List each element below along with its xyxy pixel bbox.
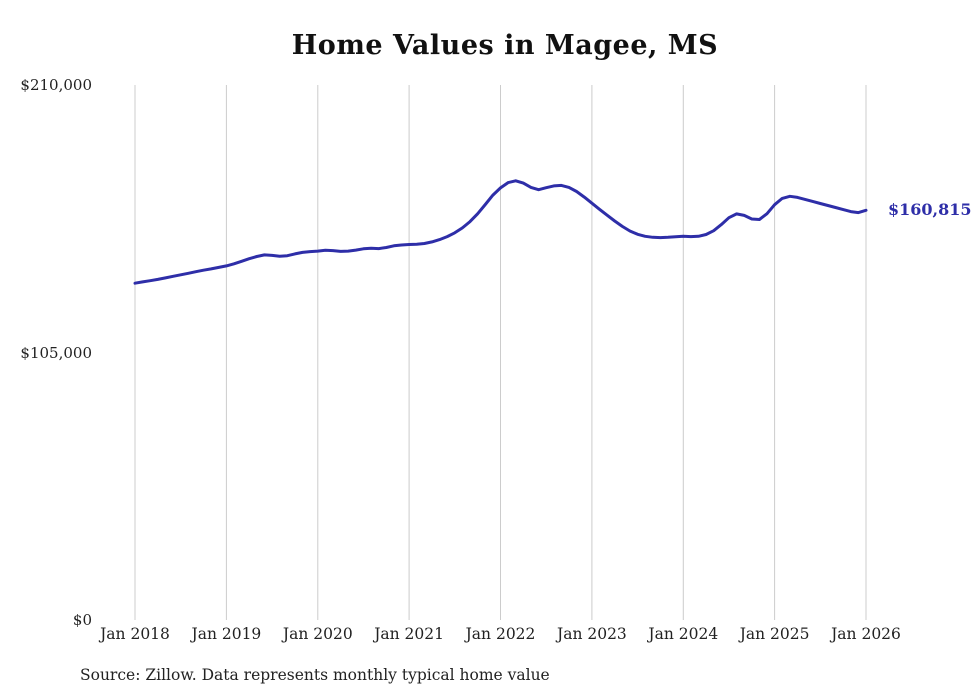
home-value-line — [133, 179, 868, 285]
x-axis-tick-label: Jan 2019 — [191, 625, 262, 643]
x-axis-tick-label: Jan 2024 — [648, 625, 719, 643]
source-note: Source: Zillow. Data represents monthly … — [80, 666, 550, 684]
x-axis-tick-label: Jan 2025 — [739, 625, 810, 643]
x-axis-tick-label: Jan 2023 — [556, 625, 627, 643]
x-axis-tick-label: Jan 2020 — [282, 625, 353, 643]
x-axis-tick-label: Jan 2021 — [374, 625, 444, 643]
y-axis-tick-label: $0 — [72, 611, 92, 629]
y-axis-tick-label: $210,000 — [20, 76, 92, 94]
x-axis-tick-label: Jan 2018 — [100, 625, 170, 643]
y-axis-tick-label: $105,000 — [20, 343, 92, 362]
x-axis-tick-label: Jan 2026 — [831, 625, 901, 643]
latest-value-label: $160,815 — [888, 200, 972, 220]
chart-title: Home Values in Magee, MS — [291, 30, 719, 61]
x-axis-tick-label: Jan 2022 — [465, 625, 536, 643]
